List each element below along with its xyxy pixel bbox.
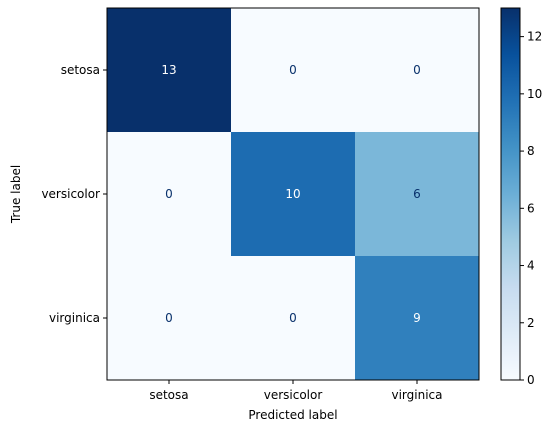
heatmap-cell [231, 132, 355, 256]
heatmap-cell [107, 132, 231, 256]
colorbar-tick-label: 8 [527, 144, 535, 158]
colorbar-tick-label: 0 [527, 373, 535, 387]
y-axis-label: True label [9, 165, 23, 224]
colorbar-tick-label: 10 [527, 87, 542, 101]
cell-value-label: 6 [413, 187, 421, 201]
y-axis-ticks: setosa versicolor virginica [41, 63, 107, 325]
cell-value-label: 10 [285, 187, 300, 201]
x-axis-label: Predicted label [248, 408, 337, 422]
heatmap-cell [231, 256, 355, 380]
heatmap-cell [355, 132, 479, 256]
heatmap-cell [355, 8, 479, 132]
colorbar-tick-label: 12 [527, 30, 542, 44]
heatmap-cell [107, 256, 231, 380]
y-tick-label: versicolor [41, 187, 100, 201]
cell-value-label: 13 [161, 63, 176, 77]
colorbar [500, 7, 521, 381]
x-tick-label: virginica [392, 388, 443, 402]
y-tick-label: setosa [61, 63, 100, 77]
x-tick-label: setosa [149, 388, 188, 402]
cell-value-label: 0 [413, 63, 421, 77]
cell-value-label: 0 [165, 311, 173, 325]
colorbar-tick-label: 2 [527, 316, 535, 330]
colorbar-tick-label: 6 [527, 201, 535, 215]
x-axis-ticks: setosa versicolor virginica [149, 380, 443, 402]
cell-value-label: 0 [289, 63, 297, 77]
heatmap-cells [107, 8, 479, 380]
colorbar-ticks: 0 2 4 6 8 10 12 [520, 30, 542, 387]
cell-value-labels: 13 0 0 0 10 6 0 0 9 [161, 63, 420, 325]
x-tick-label: versicolor [264, 388, 323, 402]
cell-value-label: 0 [289, 311, 297, 325]
heatmap-cell [231, 8, 355, 132]
cell-value-label: 0 [165, 187, 173, 201]
cell-value-label: 9 [413, 311, 421, 325]
colorbar-tick-label: 4 [527, 259, 535, 273]
y-tick-label: virginica [49, 311, 100, 325]
heatmap-cell [107, 8, 231, 132]
heatmap-cell [355, 256, 479, 380]
